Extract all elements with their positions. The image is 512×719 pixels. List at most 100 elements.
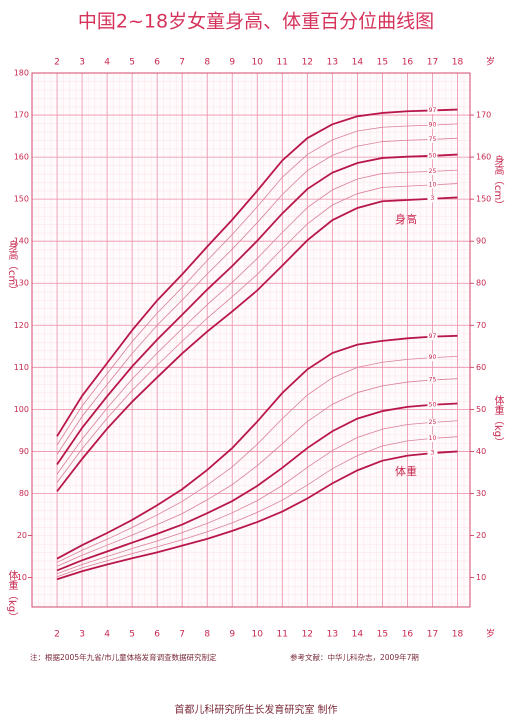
- percentile-label: 75: [429, 136, 437, 143]
- x-tick-label: 14: [352, 630, 364, 640]
- y-tick-label-right: 170: [476, 111, 491, 120]
- x-tick-label: 11: [277, 58, 288, 68]
- credit: 首都儿科研究所生长发育研究室 制作: [174, 703, 337, 716]
- percentile-label: 75: [429, 376, 437, 383]
- y2-tick-label: 50: [476, 405, 486, 414]
- percentile-curve: [56, 356, 458, 563]
- percentile-curve: [56, 378, 458, 567]
- x-tick-label: 3: [79, 630, 85, 640]
- x-tick-label: 4: [104, 58, 110, 68]
- y-tick-label: 150: [14, 195, 29, 204]
- x-tick-label: 13: [327, 58, 338, 68]
- y2-tick-label: 20: [476, 531, 486, 540]
- x-unit: 岁: [486, 56, 495, 68]
- y2-tick-label: 40: [476, 447, 486, 456]
- label-bg: [427, 418, 438, 426]
- y-tick-label-right: 160: [476, 153, 491, 162]
- x-tick-label: 18: [452, 630, 464, 640]
- x-tick-label: 8: [204, 58, 210, 68]
- y-tick-label: 140: [14, 237, 29, 246]
- label-bg: [427, 121, 438, 129]
- y2-axis-title: 体重（kg）: [6, 570, 18, 622]
- label-bg: [427, 333, 438, 341]
- percentile-label: 25: [429, 419, 437, 426]
- x-tick-label: 2: [54, 58, 60, 68]
- x-tick-label: 8: [204, 630, 210, 640]
- x-tick-label: 3: [79, 58, 85, 68]
- percentile-curve: [56, 183, 458, 483]
- percentile-label: 90: [429, 122, 437, 129]
- height-label: 身高: [395, 212, 417, 226]
- x-tick-label: 7: [179, 630, 185, 640]
- y2-tick-label: 90: [476, 237, 486, 246]
- x-tick-label: 12: [302, 630, 313, 640]
- percentile-label: 3: [431, 450, 435, 457]
- label-bg: [427, 449, 438, 457]
- x-tick-label: 16: [402, 58, 414, 68]
- percentile-label: 25: [429, 168, 437, 175]
- y-tick-label: 80: [19, 489, 29, 498]
- x-tick-label: 6: [154, 58, 160, 68]
- x-tick-label: 17: [427, 58, 438, 68]
- label-bg: [427, 195, 438, 203]
- label-bg: [427, 152, 438, 160]
- y-axis-title-right: 身高（cm）: [492, 154, 504, 210]
- y-tick-label: 180: [14, 69, 29, 78]
- y-tick-label: 100: [14, 405, 29, 414]
- x-tick-label: 10: [252, 58, 264, 68]
- x-tick-label: 15: [377, 58, 388, 68]
- x-tick-label: 6: [154, 630, 160, 640]
- label-bg: [427, 434, 438, 442]
- y-axis-title: 身高（cm）: [6, 239, 18, 295]
- percentile-curve: [56, 334, 458, 560]
- y-tick-label: 120: [14, 321, 29, 330]
- y2-tick-label: 10: [476, 573, 486, 582]
- y2-tick-label-left: 10: [17, 573, 27, 582]
- percentile-label: 10: [429, 181, 437, 188]
- percentile-label: 97: [429, 107, 437, 114]
- weight-label: 体重: [395, 464, 417, 478]
- x-tick-label: 12: [302, 58, 313, 68]
- x-tick-label: 2: [54, 630, 60, 640]
- minor-grid: [32, 73, 470, 607]
- label-bg: [427, 376, 438, 384]
- y2-tick-label: 80: [476, 279, 486, 288]
- x-tick-label: 5: [129, 58, 135, 68]
- note: 注：根据2005年九省/市儿童体格发育调查数据研究制定: [30, 652, 217, 662]
- label-bg: [427, 401, 438, 409]
- y-tick-label: 170: [14, 111, 29, 120]
- y2-tick-label: 30: [476, 489, 486, 498]
- label-bg: [427, 106, 438, 114]
- x-tick-label: 9: [229, 630, 235, 640]
- percentile-curve: [56, 402, 458, 572]
- y-tick-label: 90: [19, 447, 29, 456]
- percentile-label: 90: [429, 354, 437, 361]
- percentile-curve: [56, 108, 458, 437]
- y-tick-label: 160: [14, 153, 29, 162]
- reference: 参考文献：中华儿科杂志，2009年7期: [290, 652, 419, 662]
- x-tick-label: 5: [129, 630, 135, 640]
- label-bg: [427, 181, 438, 189]
- x-unit: 岁: [486, 628, 495, 640]
- y-tick-label: 130: [14, 279, 29, 288]
- y-tick-label: 110: [14, 363, 29, 372]
- y2-tick-label: 70: [476, 321, 486, 330]
- x-tick-label: 18: [452, 58, 464, 68]
- plot-border: [31, 72, 471, 608]
- percentile-curve: [56, 153, 458, 465]
- x-tick-label: 11: [277, 630, 288, 640]
- percentile-curve: [56, 436, 458, 578]
- percentile-curve: [56, 123, 458, 446]
- y-tick-label-right: 150: [476, 195, 491, 204]
- percentile-label: 97: [429, 333, 437, 340]
- x-tick-label: 7: [179, 58, 185, 68]
- percentile-label: 3: [431, 195, 435, 202]
- x-tick-label: 13: [327, 630, 338, 640]
- y2-axis-title-right: 体重（kg）: [492, 395, 504, 447]
- percentile-curve: [56, 450, 458, 581]
- x-tick-label: 14: [352, 58, 364, 68]
- percentile-label: 50: [429, 152, 437, 159]
- percentile-curve: [56, 420, 458, 575]
- percentile-label: 10: [429, 435, 437, 442]
- x-tick-label: 15: [377, 630, 388, 640]
